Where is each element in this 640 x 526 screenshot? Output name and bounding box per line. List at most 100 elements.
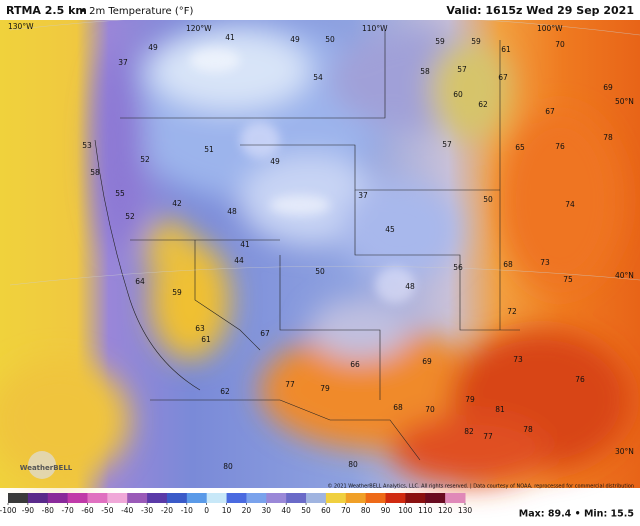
station-value: 44 — [234, 256, 244, 265]
colorbar-segment — [206, 493, 228, 503]
colorbar-tick-label: 50 — [301, 506, 311, 515]
station-value: 73 — [513, 355, 523, 364]
temperature-field — [0, 20, 630, 485]
station-value: 45 — [385, 225, 395, 234]
colorbar-segment — [8, 493, 29, 503]
station-value: 68 — [503, 260, 513, 269]
colorbar-segment — [246, 493, 267, 503]
colorbar-tick-label: 90 — [381, 506, 391, 515]
station-value: 52 — [140, 155, 150, 164]
station-value: 48 — [227, 207, 237, 216]
logo-mark — [28, 451, 56, 479]
station-value: 59 — [471, 37, 481, 46]
colorbar-segment — [425, 493, 446, 503]
station-value: 72 — [507, 307, 517, 316]
colorbar-tick-label: 60 — [321, 506, 331, 515]
colorbar-tick-label: 10 — [222, 506, 232, 515]
colorbar-segment — [67, 493, 88, 503]
graticule-label: 100°W — [537, 24, 563, 33]
station-value: 49 — [290, 35, 300, 44]
colorbar-tick-label: -100 — [0, 506, 17, 515]
colorbar-segment — [345, 493, 367, 503]
station-value: 80 — [223, 462, 233, 471]
colorbar-segment — [325, 493, 347, 503]
colorbar-tick-label: -90 — [22, 506, 34, 515]
logo: WeatherBELL — [20, 464, 73, 472]
station-value: 51 — [204, 145, 214, 154]
colorbar-tick-label: -60 — [81, 506, 93, 515]
colorbar-tick-label: -20 — [161, 506, 173, 515]
station-value: 41 — [225, 33, 235, 42]
station-value: 67 — [545, 107, 555, 116]
valid-time: Valid: 1615z Wed 29 Sep 2021 — [446, 4, 634, 17]
station-value: 48 — [405, 282, 415, 291]
colorbar-tick-label: 30 — [262, 506, 272, 515]
station-value: 37 — [358, 191, 368, 200]
colorbar-tick-label: -80 — [42, 506, 54, 515]
title: RTMA 2.5 km — [6, 4, 87, 17]
station-value: 65 — [515, 143, 525, 152]
station-value: 77 — [483, 432, 493, 441]
station-value: 52 — [125, 212, 135, 221]
station-value: 76 — [555, 142, 565, 151]
colorbar-tick-label: -10 — [181, 506, 193, 515]
colorbar-tick-label: 130 — [458, 506, 473, 515]
colorbar-tick-label: -70 — [61, 506, 73, 515]
station-value: 58 — [420, 67, 430, 76]
station-value: 57 — [442, 140, 452, 149]
station-value: 80 — [348, 460, 358, 469]
colorbar-tick-label: -50 — [101, 506, 113, 515]
station-value: 82 — [464, 427, 474, 436]
colorbar-segment — [47, 493, 69, 503]
colorbar-tick-label: 0 — [204, 506, 209, 515]
station-value: 57 — [457, 65, 467, 74]
station-value: 63 — [195, 324, 205, 333]
colorbar-segment — [27, 493, 49, 503]
station-value: 54 — [313, 73, 323, 82]
colorbar-segment — [286, 493, 307, 503]
station-value: 76 — [575, 375, 585, 384]
graticule-label: 50°N — [615, 97, 634, 106]
station-value: 50 — [325, 35, 335, 44]
graticule-label: 40°N — [615, 271, 634, 280]
station-value: 73 — [540, 258, 550, 267]
graticule-label: 30°N — [615, 447, 634, 456]
station-value: 78 — [603, 133, 613, 142]
station-value: 75 — [563, 275, 573, 284]
station-value: 37 — [118, 58, 128, 67]
colorbar-tick-label: 20 — [242, 506, 252, 515]
colorbar-tick-label: 120 — [438, 506, 453, 515]
colorbar-segment — [385, 493, 406, 503]
station-value: 61 — [501, 45, 511, 54]
graticule-label: 110°W — [362, 24, 388, 33]
station-value: 50 — [483, 195, 493, 204]
colorbar-segment — [226, 493, 247, 503]
station-value: 67 — [498, 73, 508, 82]
station-value: 77 — [285, 380, 295, 389]
station-value: 68 — [393, 403, 403, 412]
colorbar-tick-label: 100 — [398, 506, 413, 515]
station-value: 78 — [523, 425, 533, 434]
colorbar-tick-label: 80 — [361, 506, 371, 515]
colorbar-segment — [405, 493, 426, 503]
colorbar-segment — [166, 493, 188, 503]
colorbar-segment — [445, 493, 466, 503]
colorbar-segment — [127, 493, 148, 503]
colorbar-segment — [107, 493, 128, 503]
colorbar-tick-label: -30 — [141, 506, 153, 515]
station-value: 79 — [465, 395, 475, 404]
colorbar-segment — [365, 493, 387, 503]
station-value: 67 — [260, 329, 270, 338]
station-value: 50 — [315, 267, 325, 276]
station-value: 42 — [172, 199, 182, 208]
colorbar-segment — [147, 493, 168, 503]
station-value: 70 — [555, 40, 565, 49]
station-value: 66 — [350, 360, 360, 369]
station-value: 59 — [172, 288, 182, 297]
terrain-texture — [190, 48, 415, 303]
colorbar-tick-label: -40 — [121, 506, 133, 515]
station-value: 61 — [201, 335, 211, 344]
station-value: 59 — [435, 37, 445, 46]
station-value: 70 — [425, 405, 435, 414]
